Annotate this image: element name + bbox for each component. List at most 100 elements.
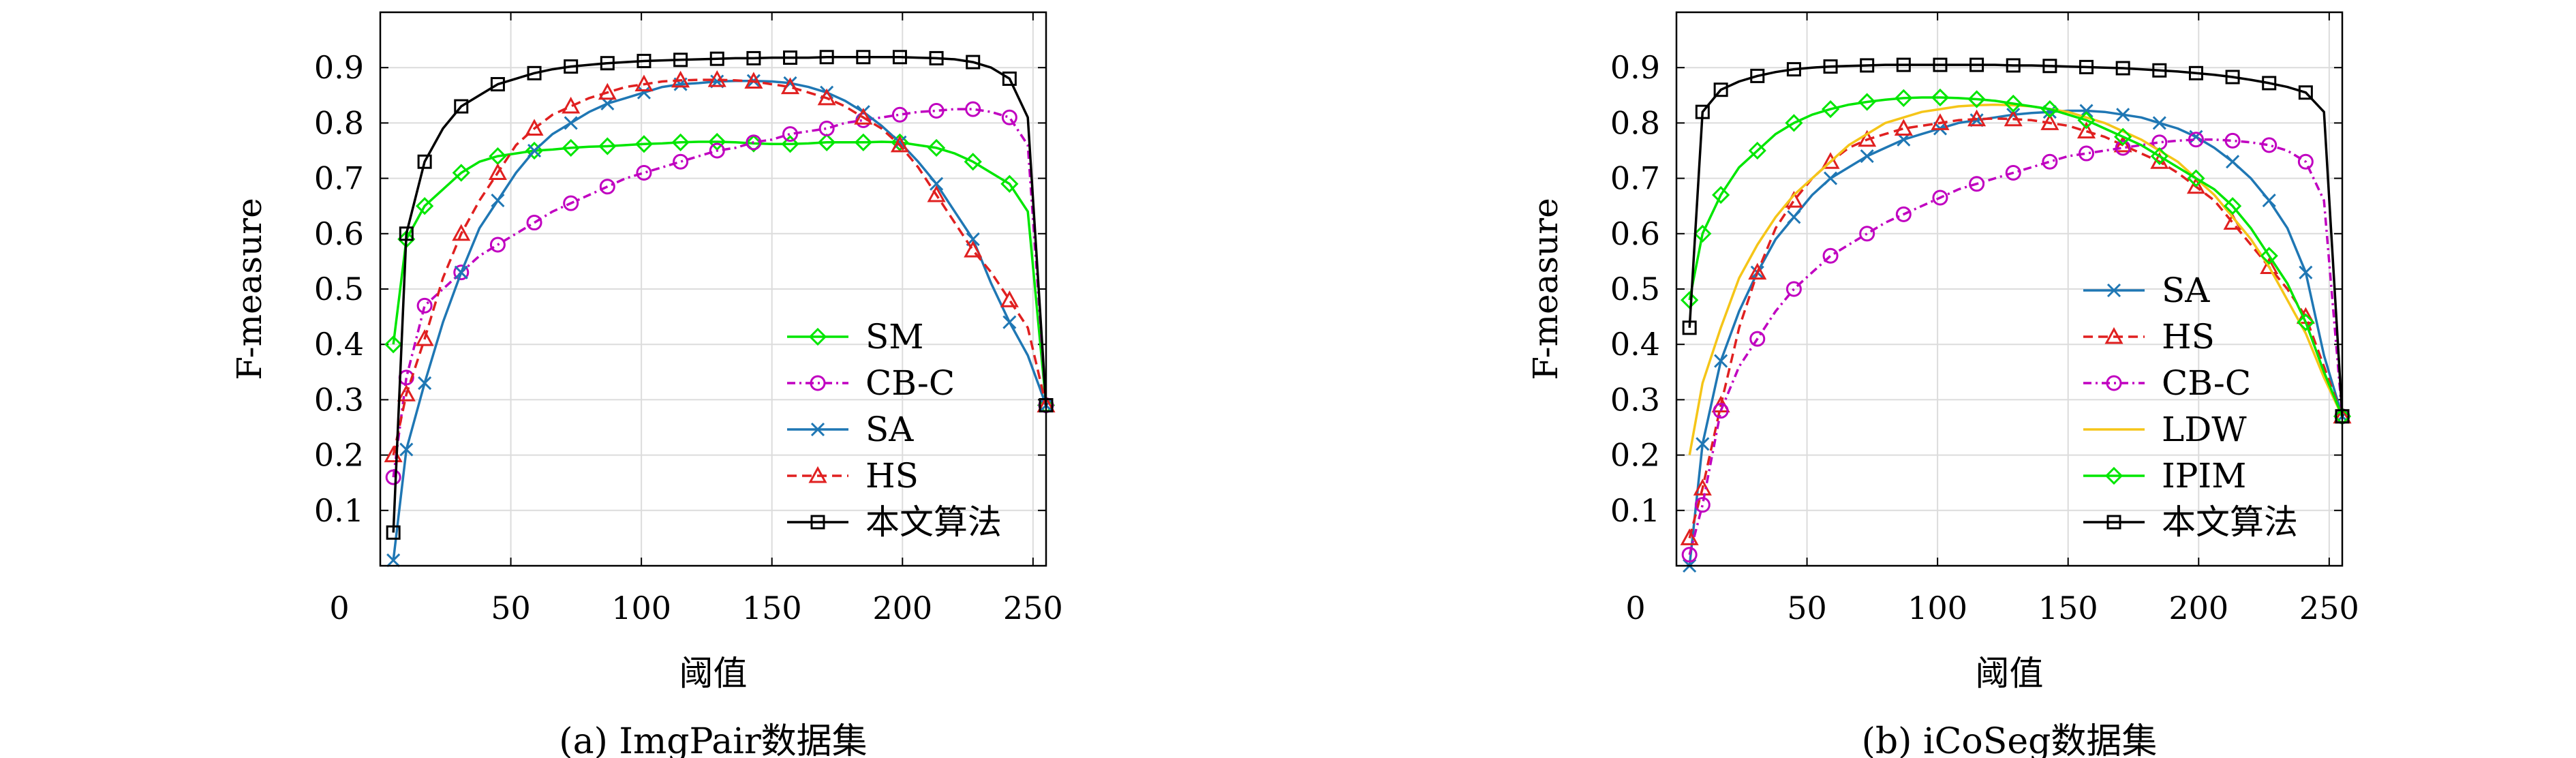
x-tick-label: 150	[2038, 590, 2098, 626]
data-point	[2040, 100, 2059, 119]
data-point	[415, 329, 434, 346]
x-axis-label: 阈值	[1976, 654, 2044, 693]
data-point	[891, 133, 909, 151]
series-line	[1688, 138, 2344, 556]
data-point	[562, 138, 580, 157]
legend-entry: 本文算法	[787, 502, 1002, 542]
legend-label: 本文算法	[2162, 502, 2298, 542]
data-point	[599, 179, 615, 195]
legend-marker	[2106, 375, 2122, 391]
series-6	[1682, 57, 2350, 424]
data-point	[490, 77, 505, 92]
y-tick-label: 0.2	[314, 437, 364, 474]
data-point	[892, 50, 907, 65]
chart-caption: (a) ImgPair数据集	[559, 721, 867, 758]
chart-caption: (b) iCoSeg数据集	[1862, 721, 2158, 758]
y-tick-label: 0.4	[1610, 326, 1660, 363]
data-point	[2077, 111, 2096, 130]
data-point	[746, 50, 761, 65]
legend-label: CB-C	[865, 363, 955, 403]
data-point	[2115, 140, 2131, 156]
y-tick-label: 0.3	[314, 381, 364, 418]
data-point	[1932, 190, 1948, 206]
data-point	[564, 116, 578, 130]
data-point	[1933, 57, 1948, 72]
data-point	[1749, 331, 1766, 347]
data-point	[1967, 90, 1986, 108]
data-point	[598, 82, 617, 100]
data-point	[854, 108, 873, 125]
series-line	[392, 140, 1047, 406]
y-tick-label: 0.8	[314, 104, 364, 141]
data-point	[1931, 88, 1950, 107]
data-point	[818, 121, 835, 137]
data-point	[399, 226, 414, 241]
data-point	[634, 74, 654, 92]
legend-entry: SA	[2083, 271, 2210, 310]
series-line	[392, 108, 1047, 478]
x-tick-label: 100	[1907, 590, 1967, 626]
data-point	[2297, 313, 2315, 331]
data-point	[564, 59, 579, 74]
data-point	[964, 241, 983, 258]
data-point	[746, 134, 762, 151]
data-point	[1895, 89, 1913, 107]
data-point	[891, 106, 908, 123]
data-point	[929, 50, 944, 65]
y-axis-label: F-measure	[1526, 198, 1565, 380]
legend-label: 本文算法	[865, 502, 1002, 542]
data-point	[673, 52, 688, 67]
series-4	[384, 70, 1056, 463]
data-point	[1713, 82, 1728, 97]
data-point	[1821, 100, 1840, 119]
data-point	[1967, 109, 1987, 127]
data-point	[2299, 265, 2313, 279]
data-point	[1787, 210, 1801, 224]
data-point	[1682, 320, 1697, 335]
data-point	[2226, 155, 2240, 169]
data-point	[527, 143, 542, 158]
series-4	[1688, 103, 2344, 455]
data-point	[928, 103, 945, 119]
series-line	[1688, 96, 2344, 417]
y-tick-label: 0.9	[1610, 49, 1660, 86]
data-point	[2004, 94, 2023, 113]
plot-frame	[379, 11, 1047, 567]
x-tick-label: 0	[329, 590, 349, 626]
data-point	[454, 99, 469, 114]
data-point	[927, 138, 946, 157]
data-point	[1785, 281, 1802, 297]
y-tick-label: 0.5	[1610, 271, 1660, 307]
legend-entry: LDW	[2083, 410, 2247, 449]
data-point	[1001, 109, 1017, 125]
data-point	[1680, 528, 1699, 545]
data-point	[634, 135, 654, 153]
data-point	[2076, 121, 2096, 139]
legend-label: CB-C	[2162, 363, 2251, 403]
data-point	[418, 376, 432, 391]
data-point	[2150, 147, 2168, 166]
data-point	[780, 77, 800, 95]
data-point	[2042, 153, 2058, 170]
legend-entry: CB-C	[787, 363, 955, 403]
data-point	[1821, 152, 1840, 169]
data-point	[2079, 59, 2094, 74]
data-point	[2262, 76, 2277, 91]
chart-imgpair: 0 50 100 150 200 250 0.1 0.2 0.3 0.4 0.5 0.6 0.7 0.8 0…	[230, 11, 1063, 758]
series-3	[1681, 132, 2350, 563]
chart-icoseg: 0 50 100 150 200 250 0.1 0.2 0.3 0.4 0.5 0.6 0.7 0.8 0…	[1526, 11, 2359, 758]
data-point	[1002, 71, 1017, 86]
data-point	[930, 177, 944, 191]
data-point	[1931, 113, 1950, 130]
legend-entry: 本文算法	[2083, 502, 2298, 542]
x-tick-label: 200	[872, 590, 932, 626]
x-tick-label: 150	[742, 590, 802, 626]
data-point	[454, 265, 468, 279]
data-point	[1823, 171, 1838, 185]
data-point	[452, 164, 470, 182]
data-point	[709, 51, 724, 66]
legend-label: HS	[865, 456, 919, 496]
data-point	[600, 56, 615, 71]
series-line	[392, 56, 1047, 533]
data-point	[452, 224, 471, 241]
